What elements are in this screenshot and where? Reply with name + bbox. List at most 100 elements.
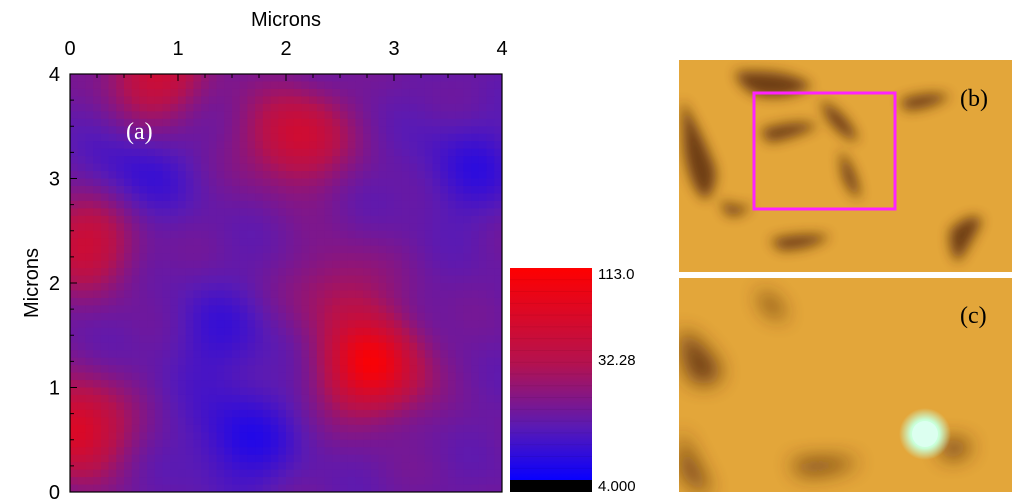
heatmap-cell (332, 357, 341, 366)
heatmap-cell (193, 193, 202, 202)
heatmap-cell (424, 283, 434, 292)
heatmap-cell (486, 74, 495, 83)
heatmap-cell (224, 156, 233, 165)
heatmap-cell (178, 111, 187, 120)
heatmap-cell (278, 283, 287, 292)
heatmap-cell (378, 342, 387, 351)
heatmap-cell (363, 253, 372, 262)
heatmap-cell (463, 171, 472, 180)
heatmap-cell (93, 469, 102, 478)
heatmap-cell (316, 185, 326, 195)
heatmap-cell (208, 193, 218, 202)
heatmap-cell (239, 454, 249, 463)
heatmap-cell (293, 88, 303, 97)
heatmap-cell (332, 200, 341, 209)
heatmap-cell (494, 74, 502, 83)
heatmap-cell (262, 327, 272, 336)
heatmap-cell (486, 424, 495, 433)
heatmap-cell (216, 342, 225, 351)
heatmap-cell (154, 111, 164, 120)
heatmap-cell (401, 417, 411, 426)
heatmap-cell (378, 141, 387, 150)
heatmap-cell (340, 141, 349, 150)
heatmap-cell (70, 185, 79, 195)
heatmap-cell (224, 417, 233, 426)
heatmap-cell (286, 439, 295, 448)
heatmap-cell (463, 133, 472, 142)
heatmap-cell (378, 193, 387, 202)
heatmap-cell (208, 268, 218, 277)
heatmap-cell (178, 133, 187, 142)
heatmap-cell (471, 96, 480, 105)
heatmap-cell (301, 297, 310, 306)
heatmap-cell (401, 133, 411, 142)
heatmap-cell (332, 148, 341, 157)
heatmap-cell (432, 320, 441, 329)
heatmap-cell (424, 447, 434, 456)
heatmap-cell (77, 193, 87, 202)
colorbar: 113.0 32.28 4.000 (510, 266, 636, 495)
heatmap-cell (255, 469, 264, 478)
heatmap-cell (309, 290, 318, 299)
heatmap-cell (224, 275, 233, 284)
heatmap-cell (340, 223, 349, 232)
heatmap-cell (216, 290, 225, 299)
heatmap-cell (448, 477, 457, 486)
heatmap-cell (424, 245, 434, 254)
heatmap-cell (108, 215, 117, 224)
heatmap-cell (193, 394, 202, 404)
heatmap-cell (471, 253, 480, 262)
heatmap-cell (332, 208, 341, 217)
heatmap-cell (232, 402, 241, 411)
heatmap-cell (309, 133, 318, 142)
heatmap-cell (224, 327, 233, 336)
heatmap-cell (108, 409, 117, 418)
heatmap-cell (232, 200, 241, 209)
heatmap-cell (201, 477, 210, 486)
heatmap-cell (124, 96, 133, 105)
heatmap-cell (363, 297, 372, 306)
heatmap-cell (386, 215, 395, 224)
heatmap-cell (178, 200, 187, 209)
heatmap-cell (139, 372, 148, 381)
heatmap-cell (178, 148, 187, 157)
heatmap-cell (432, 193, 441, 202)
heatmap-cell (332, 290, 341, 299)
heatmap-cell (100, 171, 110, 180)
heatmap-cell (347, 88, 357, 97)
heatmap-cell (363, 477, 372, 486)
heatmap-cell (463, 290, 472, 299)
heatmap-cell (448, 305, 457, 314)
heatmap-cell (147, 230, 156, 239)
heatmap-cell (478, 327, 488, 336)
heatmap-cell (124, 81, 133, 90)
heatmap-cell (286, 111, 295, 120)
heatmap-cell (409, 133, 418, 142)
heatmap-cell (162, 81, 171, 90)
heatmap-cell (208, 178, 218, 187)
heatmap-cell (262, 133, 272, 142)
heatmap-cell (340, 290, 349, 299)
heatmap-cell (293, 312, 303, 321)
heatmap-cell (208, 283, 218, 292)
heatmap-cell (494, 283, 502, 292)
heatmap-cell (301, 126, 310, 135)
heatmap-cell (324, 74, 333, 83)
heatmap-cell (486, 253, 495, 262)
heatmap-cell (93, 133, 102, 142)
heatmap-cell (448, 387, 457, 396)
heatmap-cell (224, 394, 233, 404)
heatmap-cell (316, 178, 326, 187)
heatmap-cell (332, 327, 341, 336)
heatmap-cell (100, 126, 110, 135)
heatmap-cell (401, 126, 411, 135)
heatmap-cell (355, 118, 364, 127)
heatmap-cell (463, 103, 472, 112)
heatmap-cell (124, 372, 133, 381)
heatmap-cell (139, 260, 148, 269)
heatmap-cell (409, 253, 418, 262)
heatmap-cell (471, 424, 480, 433)
heatmap-cell (424, 200, 434, 209)
heatmap-cell (108, 335, 117, 344)
heatmap-cell (370, 200, 380, 209)
